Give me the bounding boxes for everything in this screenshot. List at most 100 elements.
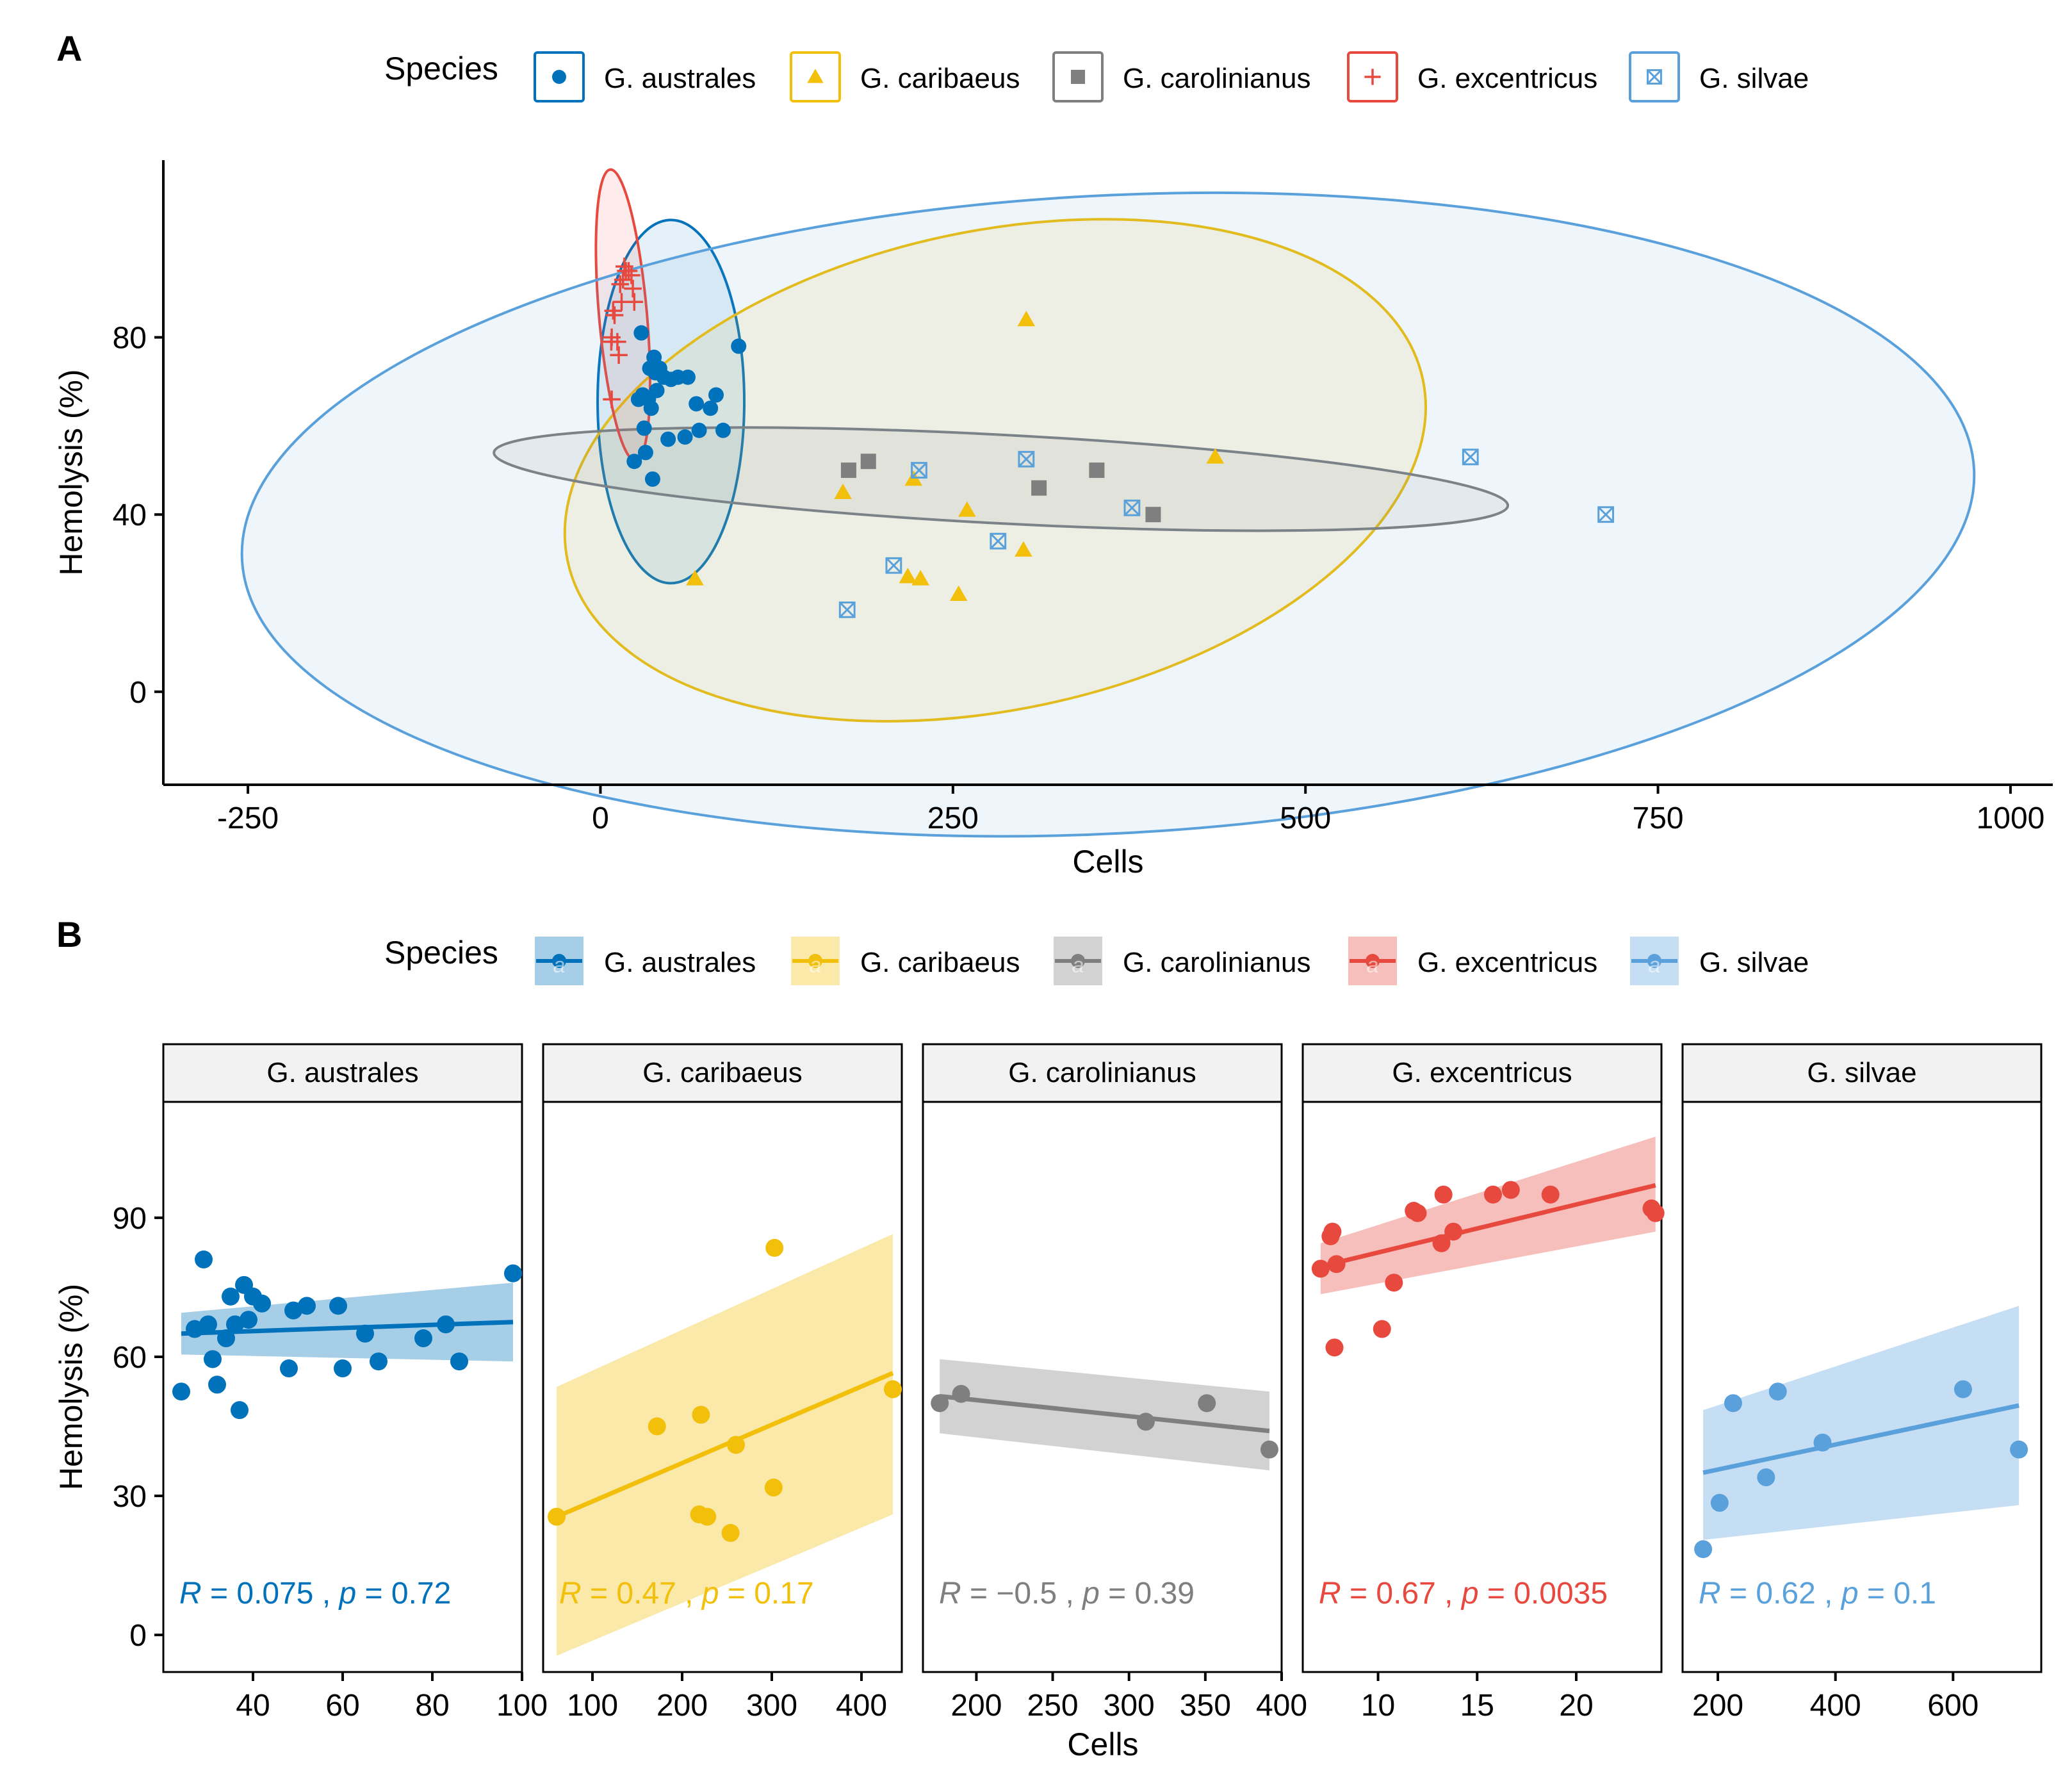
points — [602, 258, 1615, 618]
legend-entry-g-excentricus: G. excentricus — [1347, 51, 1597, 102]
panel-label-a: A — [56, 28, 82, 69]
facet-panel — [542, 1101, 903, 1673]
facet-strip-label: G. excentricus — [1392, 1057, 1572, 1088]
data-point — [204, 1350, 222, 1368]
point-g-caribaeus — [949, 585, 968, 602]
panel-b: B Species a G. australes a G. caribaeus a G. ca… — [53, 914, 2043, 1762]
x-tick-label: 200 — [950, 1689, 1002, 1723]
data-point — [195, 1250, 213, 1269]
legend-label: G. caribaeus — [860, 947, 1020, 978]
point-g-excentricus — [610, 346, 628, 365]
legend-label: G. carolinianus — [1123, 63, 1310, 94]
data-point — [692, 1406, 710, 1424]
point-g-excentricus — [616, 258, 633, 275]
data-point — [329, 1297, 347, 1315]
data-point — [186, 1320, 204, 1338]
facet-panel — [1681, 1101, 2043, 1673]
data-point — [764, 1479, 783, 1497]
data-point — [1813, 1433, 1832, 1452]
point-g-caribaeus — [1206, 448, 1225, 464]
point-g-carolinianus — [1031, 480, 1047, 496]
data-point — [284, 1301, 302, 1320]
confidence-band — [1703, 1306, 2019, 1540]
legend-marker — [808, 954, 822, 968]
point-g-silvae — [1462, 448, 1479, 466]
data-point — [222, 1287, 240, 1306]
legend-label: G. silvae — [1699, 947, 1809, 978]
point-g-carolinianus — [1145, 507, 1161, 523]
data-point — [240, 1311, 257, 1329]
data-point — [208, 1375, 226, 1394]
y-axis-title: Hemolysis (%) — [53, 1284, 89, 1490]
point-g-australes — [680, 369, 696, 385]
point-g-caribaeus — [1017, 311, 1036, 327]
data-point — [1501, 1181, 1520, 1199]
facet-strip — [922, 1043, 1283, 1103]
point-g-excentricus — [605, 306, 624, 324]
data-point — [298, 1297, 316, 1315]
x-tick-label: 20 — [1559, 1689, 1593, 1723]
point-g-australes — [644, 471, 660, 487]
data-point — [1444, 1222, 1463, 1241]
data-point — [884, 1380, 902, 1398]
point-g-silvae — [838, 601, 856, 618]
point-g-australes — [649, 382, 665, 398]
legend-marker — [1647, 954, 1661, 968]
legend-glyph: a — [1367, 953, 1379, 978]
x-tick-label: 400 — [1256, 1689, 1307, 1723]
y-tick-label: 0 — [129, 1619, 147, 1653]
data-point — [1327, 1255, 1346, 1274]
x-tick-label: 200 — [1692, 1689, 1743, 1723]
legend-label: G. silvae — [1699, 63, 1809, 94]
point-g-carolinianus — [1089, 463, 1105, 479]
data-point — [1710, 1493, 1729, 1512]
regression-line — [939, 1393, 1270, 1434]
legend-marker — [1364, 69, 1381, 85]
legend-title: Species — [384, 935, 498, 971]
facet-g-caribaeus: G. caribaeus R = 0.47 , p = 0.17 100 200 300… — [542, 1043, 903, 1723]
y-tick-label: 0 — [129, 676, 147, 710]
stat-part: p — [338, 1577, 357, 1611]
point-g-australes — [715, 422, 731, 438]
data-point — [2010, 1440, 2028, 1459]
regression-line — [555, 1371, 894, 1519]
data-point — [370, 1352, 387, 1371]
data-point — [1768, 1382, 1787, 1401]
point-g-excentricus — [603, 390, 621, 409]
data-point — [1198, 1394, 1216, 1413]
point-g-silvae — [911, 462, 927, 479]
stat-part: = 0.17 — [719, 1577, 814, 1611]
facet-strip — [542, 1043, 903, 1103]
ellipse-g-silvae — [240, 191, 1976, 838]
data-point — [1541, 1185, 1560, 1204]
legend-label: G. carolinianus — [1123, 947, 1310, 978]
data-point — [1484, 1185, 1503, 1204]
point-g-silvae — [1018, 450, 1035, 468]
ellipse-g-carolinianus — [493, 426, 1510, 532]
legend-entry-g-carolinianus: G. carolinianus — [1052, 51, 1310, 102]
facet-g-carolinianus: G. carolinianus R = −0.5 , p = 0.39 200 250… — [922, 1043, 1307, 1723]
ellipses — [240, 168, 1976, 838]
data-point — [172, 1382, 190, 1401]
point-g-australes — [643, 400, 659, 416]
point-g-australes — [637, 445, 653, 461]
point-g-australes — [689, 396, 705, 412]
x-axis-title: Cells — [1072, 844, 1143, 880]
point-g-australes — [708, 387, 724, 403]
stat-annotation: R = 0.47 , p = 0.17 — [559, 1577, 814, 1611]
point-g-excentricus — [624, 279, 642, 298]
stat-part: = 0.39 — [1100, 1577, 1195, 1611]
facet-g-excentricus: G. excentricus R = 0.67 , p = 0.0035 10 15 2… — [1301, 1043, 1665, 1723]
x-tick-label: 250 — [927, 801, 979, 835]
data-point — [414, 1329, 432, 1348]
legend-glyph: a — [553, 953, 566, 978]
data-point — [217, 1329, 235, 1348]
legend-label: G. excentricus — [1417, 947, 1597, 978]
legend-entry-g-excentricus: a G. excentricus — [1348, 937, 1597, 985]
confidence-band — [1320, 1136, 1656, 1295]
point-g-australes — [731, 338, 747, 354]
facet-strip-label: G. silvae — [1807, 1057, 1916, 1088]
stat-part: = −0.5 , — [961, 1577, 1082, 1611]
legend-label: G. australes — [604, 63, 756, 94]
point-g-excentricus — [623, 266, 640, 284]
